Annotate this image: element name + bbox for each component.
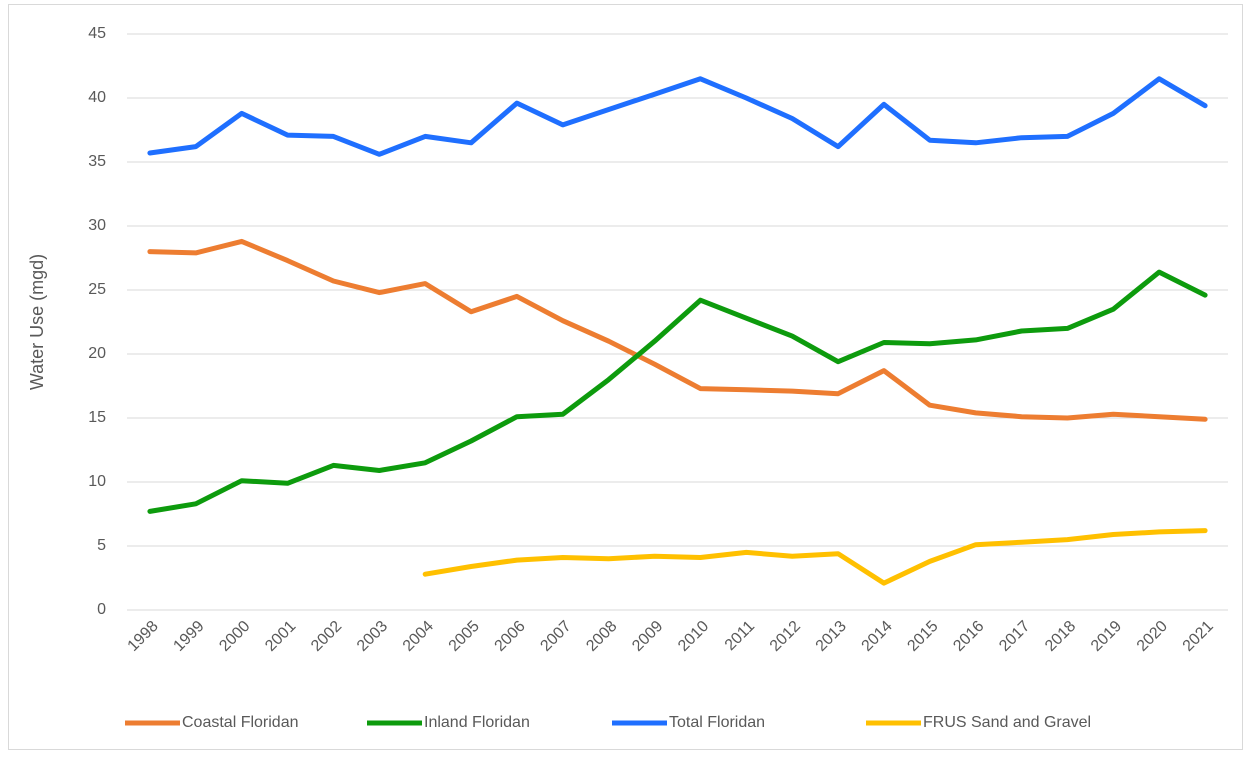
series-line <box>147 238 1208 422</box>
y-tick-label: 35 <box>88 153 106 170</box>
series-line <box>422 528 1208 586</box>
y-tick-label: 5 <box>97 537 106 554</box>
y-tick-label: 25 <box>88 281 106 298</box>
legend-label: Total Floridan <box>669 714 765 731</box>
y-tick-label: 0 <box>97 601 106 618</box>
y-axis-label: Water Use (mgd) <box>27 254 47 390</box>
legend-label: FRUS Sand and Gravel <box>923 714 1091 731</box>
legend-label: Coastal Floridan <box>182 714 299 731</box>
series-line <box>147 269 1208 514</box>
y-tick-label: 10 <box>88 473 106 490</box>
series-line <box>147 76 1208 157</box>
y-tick-label: 40 <box>88 89 106 106</box>
y-tick-label: 20 <box>88 345 106 362</box>
y-tick-label: 45 <box>88 25 106 42</box>
chart-border <box>8 4 1243 750</box>
legend-label: Inland Floridan <box>424 714 530 731</box>
y-tick-label: 30 <box>88 217 106 234</box>
y-tick-label: 15 <box>88 409 106 426</box>
